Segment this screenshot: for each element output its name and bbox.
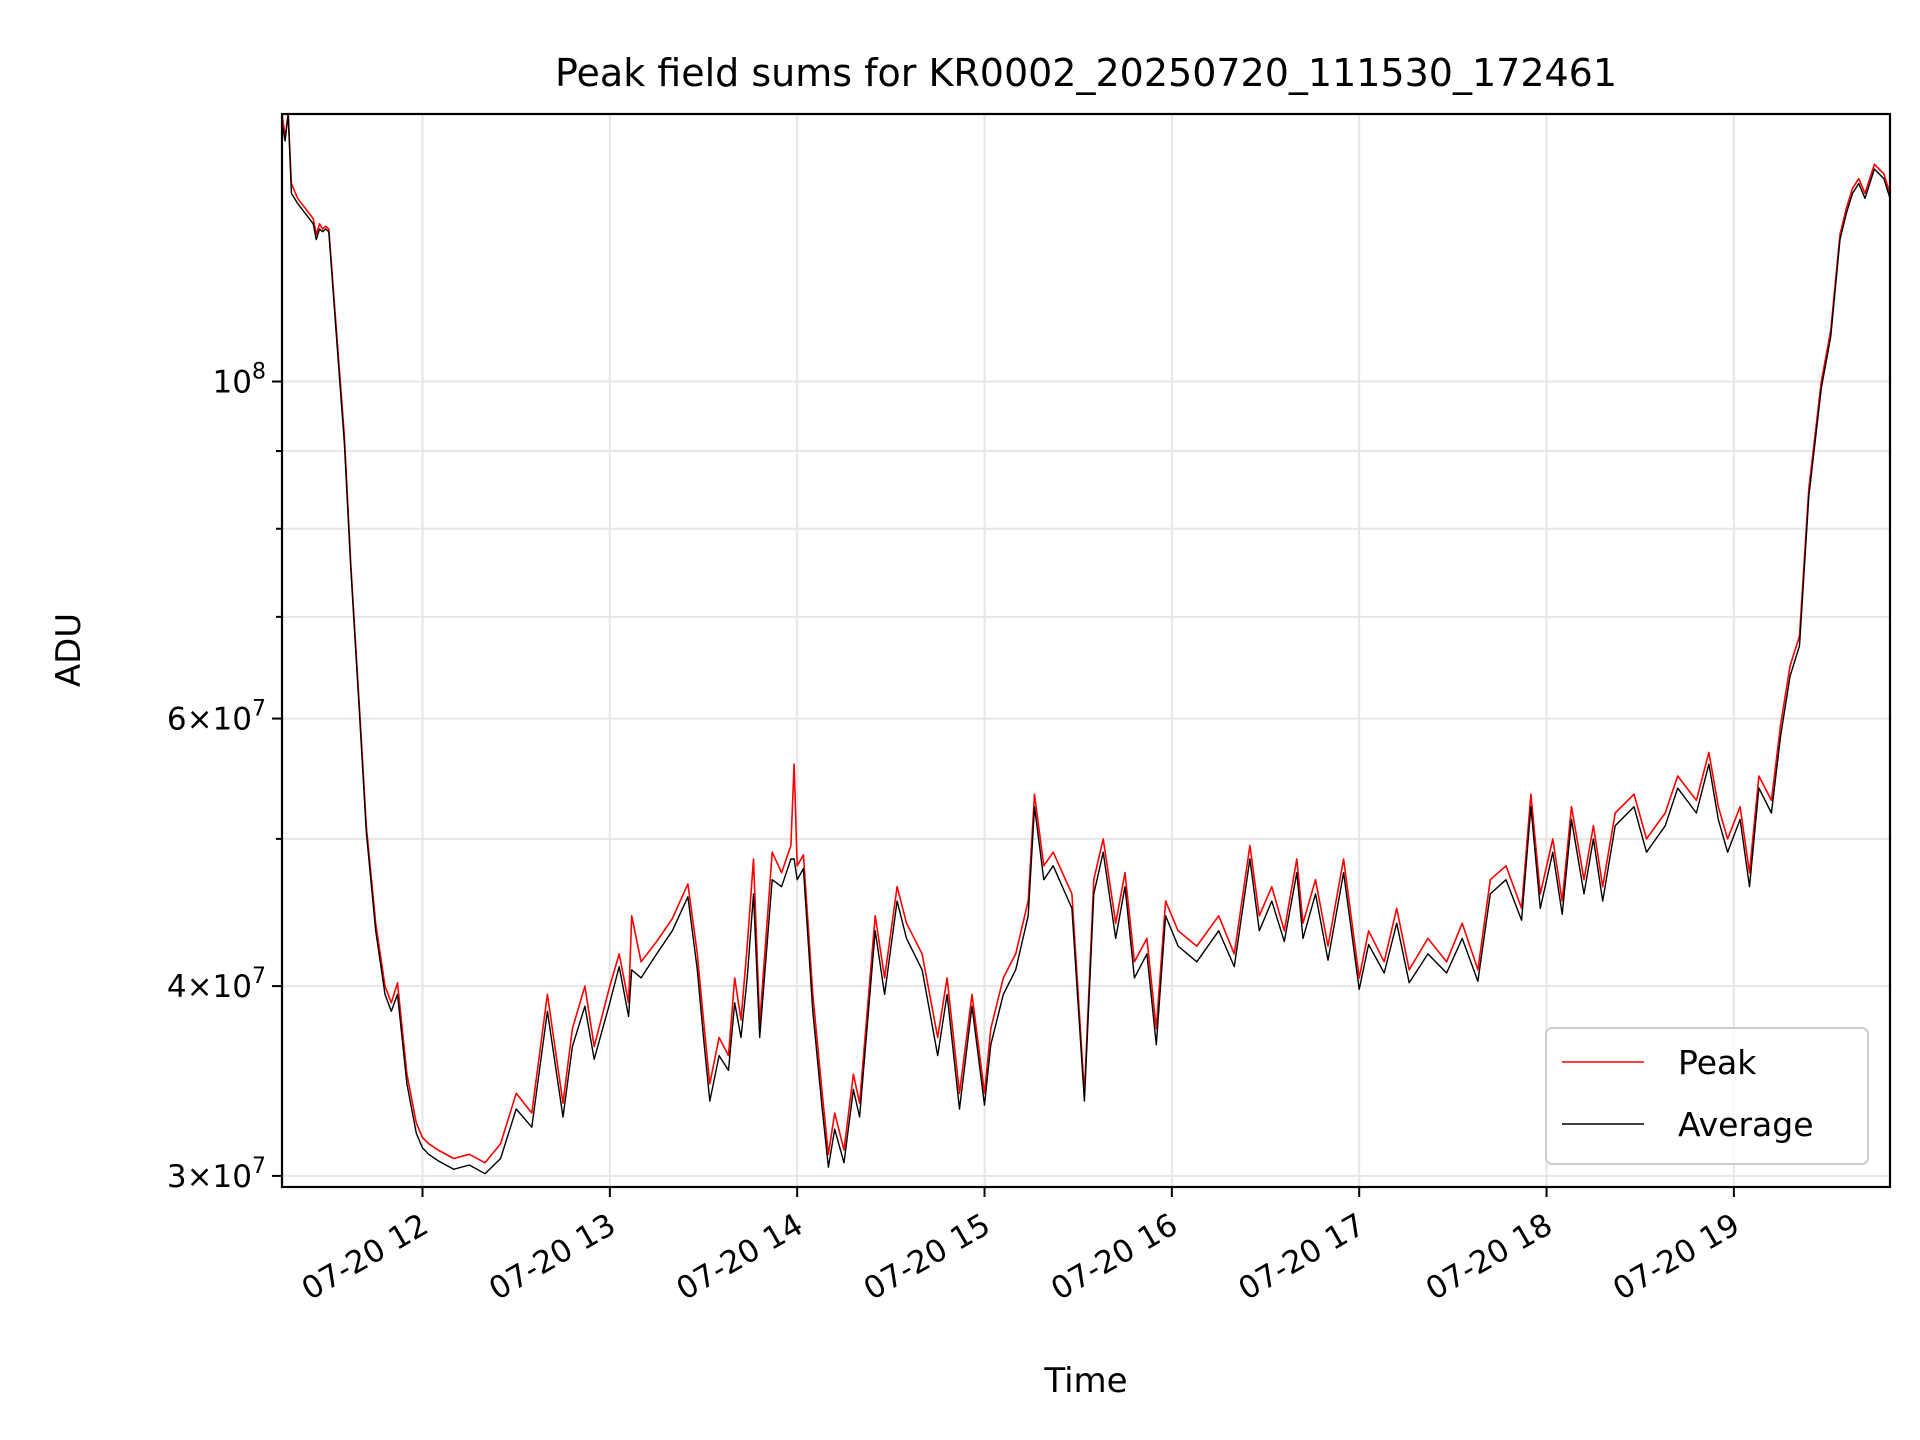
plot-frame — [280, 112, 1892, 1189]
y-tick-mantissa: 3 — [167, 1159, 187, 1195]
y-tick-base: 10 — [213, 702, 252, 738]
x-tick-label: 07-20 17 — [1232, 1207, 1371, 1308]
series-line-average — [281, 113, 1891, 1175]
y-tick-times: × — [187, 702, 213, 738]
y-tick-label: 108 — [213, 360, 266, 401]
series-line-peak — [281, 113, 1891, 1164]
y-axis-label: ADU — [49, 613, 89, 687]
grid — [282, 114, 1890, 1187]
x-axis-ticks: 07-20 12 07-20 13 07-20 14 07-20 15 07-20 16… — [296, 1187, 1746, 1308]
x-tick-label: 07-20 13 — [483, 1207, 622, 1308]
y-tick-times: × — [187, 969, 213, 1005]
y-tick-label: 3×107 — [167, 1154, 266, 1195]
y-tick-label: 6×107 — [167, 697, 266, 738]
y-tick-base: 10 — [213, 1159, 252, 1195]
legend-label-peak: Peak — [1678, 1043, 1757, 1082]
y-tick-base: 10 — [213, 365, 252, 401]
legend-label-average: Average — [1678, 1105, 1814, 1144]
x-tick-label: 07-20 19 — [1607, 1207, 1746, 1308]
y-tick-mantissa: 6 — [167, 702, 187, 738]
chart-title: Peak field sums for KR0002_20250720_1115… — [555, 51, 1617, 95]
x-tick-label: 07-20 16 — [1045, 1207, 1184, 1308]
y-tick-exponent: 7 — [252, 1154, 266, 1179]
y-tick-exponent: 7 — [252, 964, 266, 989]
x-tick-label: 07-20 15 — [858, 1207, 997, 1308]
x-axis-label: Time — [1043, 1361, 1127, 1401]
legend: Peak Average — [1545, 1027, 1869, 1165]
x-tick-label: 07-20 18 — [1420, 1207, 1559, 1308]
y-tick-label: 4×107 — [167, 964, 266, 1005]
y-tick-exponent: 8 — [252, 360, 266, 385]
x-tick-label: 07-20 12 — [296, 1207, 435, 1308]
x-tick-label: 07-20 14 — [670, 1207, 809, 1308]
y-tick-times: × — [187, 1159, 213, 1195]
y-tick-base: 10 — [213, 969, 252, 1005]
y-tick-exponent: 7 — [252, 697, 266, 722]
y-tick-mantissa: 4 — [167, 969, 187, 1005]
plot-series — [281, 113, 1891, 1175]
